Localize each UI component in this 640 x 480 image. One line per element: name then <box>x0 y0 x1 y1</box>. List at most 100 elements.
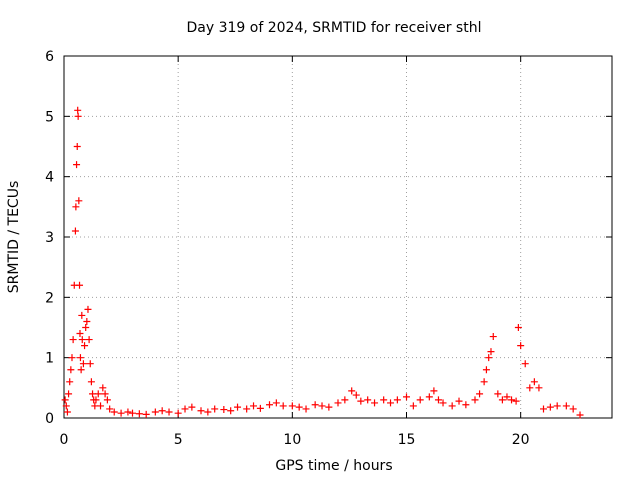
x-tick-label: 10 <box>283 432 301 448</box>
data-point <box>455 397 463 405</box>
data-point <box>97 402 105 410</box>
data-point <box>521 360 529 368</box>
data-point <box>75 197 83 205</box>
data-point <box>485 354 493 362</box>
data-point <box>471 396 479 404</box>
data-point <box>514 324 522 331</box>
gridlines <box>64 56 612 418</box>
data-point <box>129 409 136 417</box>
data-point <box>211 405 219 413</box>
data-point <box>348 387 356 395</box>
data-point <box>243 405 251 413</box>
data-point <box>380 396 388 404</box>
data-point <box>99 384 107 392</box>
data-point <box>227 407 235 415</box>
data-point <box>92 396 100 404</box>
data-point <box>197 407 205 415</box>
data-point <box>77 366 85 374</box>
data-point <box>68 354 76 362</box>
data-point <box>508 396 516 404</box>
data-point <box>439 399 447 407</box>
data-point <box>82 324 90 331</box>
data-point <box>72 203 80 211</box>
data-point <box>124 408 132 416</box>
data-point <box>409 402 417 410</box>
data-point <box>73 161 81 169</box>
data-point <box>61 396 69 404</box>
chart-title: Day 319 of 2024, SRMTID for receiver sth… <box>187 20 482 36</box>
data-point <box>476 390 484 398</box>
data-point <box>165 408 173 416</box>
data-point <box>272 399 280 407</box>
data-point <box>302 405 310 413</box>
data-point <box>135 410 143 418</box>
data-point <box>357 397 365 405</box>
data-point <box>94 390 102 398</box>
data-point <box>503 393 511 401</box>
y-tick-label: 2 <box>45 290 54 306</box>
data-point <box>83 317 91 325</box>
data-point <box>325 403 333 411</box>
data-point <box>530 378 538 386</box>
data-point <box>482 366 490 374</box>
data-point <box>266 401 273 409</box>
data-point <box>66 378 74 386</box>
data-point <box>341 396 349 404</box>
y-tick-label: 5 <box>45 109 54 125</box>
y-tick-label: 4 <box>45 170 54 186</box>
data-point <box>76 330 84 338</box>
data-point <box>73 143 81 150</box>
data-point <box>311 401 319 409</box>
data-point <box>540 405 547 413</box>
data-point <box>553 402 561 410</box>
data-point <box>151 408 159 416</box>
data-point <box>78 336 86 344</box>
y-axis-label: SRMTID / TECUs <box>6 181 22 294</box>
data-point <box>158 407 166 415</box>
data-point <box>71 227 79 235</box>
x-tick-label: 15 <box>398 432 416 448</box>
x-axis-label: GPS time / hours <box>275 458 392 474</box>
data-point <box>569 405 577 413</box>
data-point <box>76 354 84 362</box>
data-point <box>234 403 242 411</box>
data-point <box>76 281 84 289</box>
data-point <box>430 387 438 395</box>
data-point <box>535 384 543 392</box>
data-point <box>295 403 303 411</box>
data-point <box>181 405 189 413</box>
data-point <box>101 390 109 398</box>
data-point <box>188 403 196 411</box>
data-point <box>117 409 125 417</box>
data-point <box>318 402 326 410</box>
data-point <box>546 403 554 411</box>
data-point <box>462 401 470 409</box>
data-point <box>84 305 92 313</box>
data-point <box>352 391 360 399</box>
data-point <box>110 408 118 416</box>
data-point <box>62 402 70 410</box>
data-point <box>78 311 86 319</box>
data-point <box>434 396 442 404</box>
data-point <box>562 402 570 410</box>
data-point <box>489 333 497 341</box>
data-point <box>85 336 93 344</box>
y-tick-label: 1 <box>45 351 54 367</box>
data-point <box>480 378 488 386</box>
plot-frame <box>63 55 613 419</box>
data-point <box>498 396 506 404</box>
data-point <box>494 390 502 398</box>
data-point <box>204 408 212 416</box>
data-point <box>487 348 495 356</box>
data-point <box>288 402 296 410</box>
data-point <box>67 366 75 374</box>
data-point <box>103 396 111 404</box>
data-marks <box>61 106 584 419</box>
data-point <box>74 106 82 114</box>
data-point <box>63 408 71 416</box>
data-point <box>517 342 525 350</box>
x-tick-label: 0 <box>60 432 69 448</box>
data-point <box>87 378 95 386</box>
data-point <box>279 402 287 410</box>
